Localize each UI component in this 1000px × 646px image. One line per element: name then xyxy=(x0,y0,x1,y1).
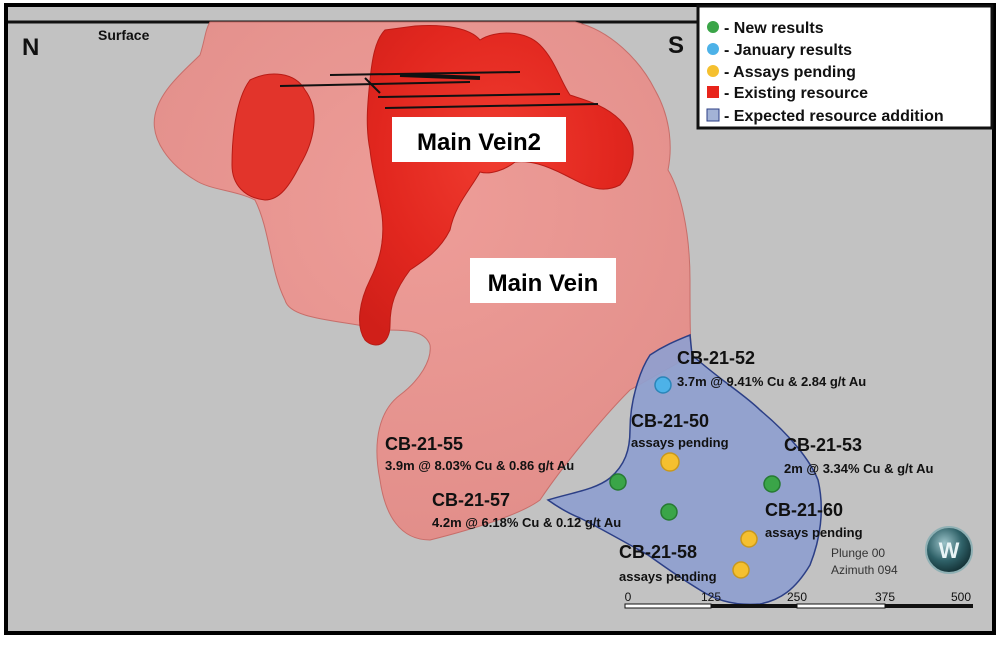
hole-result-cb-21-60: assays pending xyxy=(765,525,863,540)
hole-result-cb-21-52: 3.7m @ 9.41% Cu & 2.84 g/t Au xyxy=(677,374,866,389)
north-label: N xyxy=(22,34,39,61)
surface-label: Surface xyxy=(98,27,150,43)
legend-swatch-january-results xyxy=(707,43,719,55)
hole-result-cb-21-58: assays pending xyxy=(619,569,717,584)
hole-id-cb-21-57: CB-21-57 xyxy=(432,490,510,510)
legend-label-january-results: - January results xyxy=(724,42,852,59)
azimuth-label: Azimuth 094 xyxy=(831,563,898,577)
south-label: S xyxy=(668,32,684,59)
hole-point-cb-21-60 xyxy=(740,530,758,548)
hole-result-cb-21-55: 3.9m @ 8.03% Cu & 0.86 g/t Au xyxy=(385,458,574,473)
main-vein-label: Main Vein xyxy=(488,270,599,297)
legend-label-expected-addition: - Expected resource addition xyxy=(724,108,944,125)
scale-tick-0: 0 xyxy=(625,590,632,604)
legend-label-assays-pending: - Assays pending xyxy=(724,64,856,81)
hole-point-cb-21-55 xyxy=(609,473,627,491)
legend-box xyxy=(696,4,994,130)
scale-bar: 0 125 250 375 500 xyxy=(624,590,973,609)
scale-tick-250: 250 xyxy=(787,590,807,604)
hole-id-cb-21-50: CB-21-50 xyxy=(631,411,709,431)
hole-point-cb-21-57 xyxy=(660,503,678,521)
logo-letter: W xyxy=(939,538,960,563)
legend-swatch-expected-addition xyxy=(706,108,720,122)
hole-result-cb-21-50: assays pending xyxy=(631,435,729,450)
hole-point-cb-21-53 xyxy=(763,475,781,493)
company-logo: W xyxy=(925,526,973,574)
legend-swatch-new-results xyxy=(707,21,719,33)
hole-id-cb-21-53: CB-21-53 xyxy=(784,435,862,455)
legend-swatch-existing-resource xyxy=(707,86,719,98)
hole-id-cb-21-58: CB-21-58 xyxy=(619,542,697,562)
main-vein2-box xyxy=(392,117,566,162)
scale-tick-125: 125 xyxy=(701,590,721,604)
hole-point-cb-21-58 xyxy=(732,561,750,579)
legend: - New results - January results - Assays… xyxy=(696,4,994,130)
hole-point-cb-21-52 xyxy=(654,376,672,394)
legend-label-new-results: - New results xyxy=(724,20,824,37)
main-vein-box xyxy=(470,258,616,303)
plunge-label: Plunge 00 xyxy=(831,546,885,560)
main-vein2-label: Main Vein2 xyxy=(417,129,541,156)
hole-id-cb-21-52: CB-21-52 xyxy=(677,348,755,368)
hole-result-cb-21-57: 4.2m @ 6.18% Cu & 0.12 g/t Au xyxy=(432,515,621,530)
hole-point-cb-21-50 xyxy=(660,452,680,472)
hole-result-cb-21-53: 2m @ 3.34% Cu & g/t Au xyxy=(784,461,934,476)
scale-tick-375: 375 xyxy=(875,590,895,604)
scale-tick-500: 500 xyxy=(951,590,971,604)
hole-id-cb-21-60: CB-21-60 xyxy=(765,500,843,520)
hole-id-cb-21-55: CB-21-55 xyxy=(385,434,463,454)
legend-swatch-assays-pending xyxy=(707,65,719,77)
drill-traces xyxy=(279,71,599,109)
legend-label-existing-resource: - Existing resource xyxy=(724,85,868,102)
